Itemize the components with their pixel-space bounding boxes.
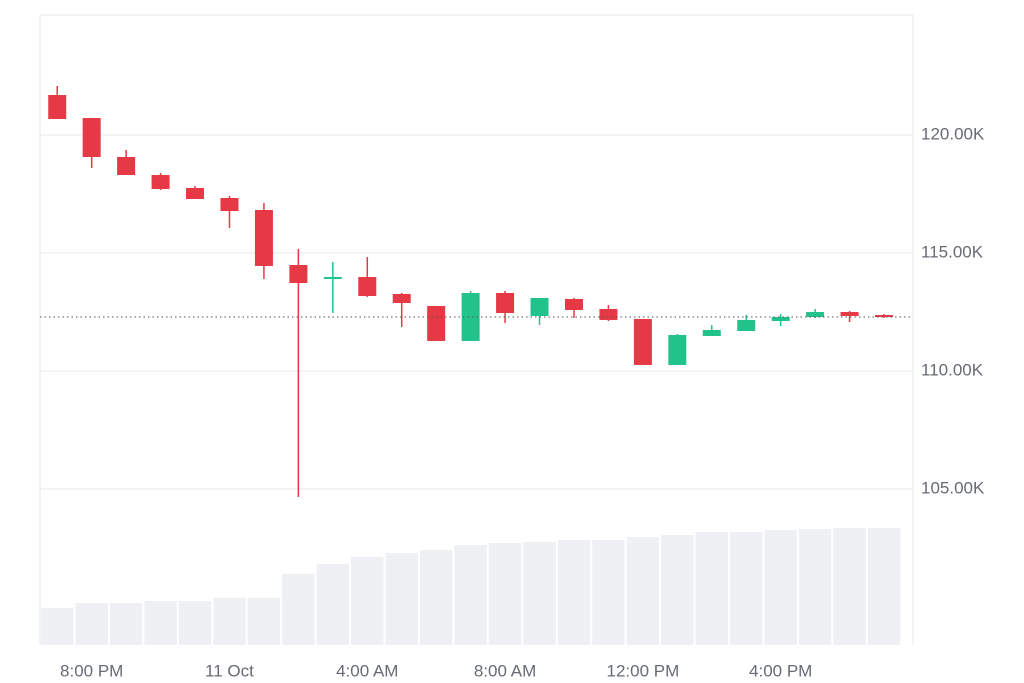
volume-bar: [282, 574, 315, 645]
volume-bar: [75, 603, 108, 645]
volume-bar: [247, 598, 281, 645]
volume-bar: [833, 528, 866, 645]
volume-bar: [178, 601, 212, 645]
x-tick-label: 4:00 PM: [749, 661, 812, 680]
candle-body: [220, 197, 239, 211]
volume-bar: [867, 528, 901, 645]
volume-bar: [419, 550, 453, 645]
volume-bar: [385, 553, 418, 645]
candle-body: [323, 277, 342, 279]
volume-bar: [730, 532, 763, 645]
candle-body: [840, 312, 859, 316]
volume-bar: [454, 545, 487, 645]
y-tick-label: 120.00K: [921, 124, 985, 143]
candle-body: [186, 188, 205, 200]
volume-bar: [557, 540, 591, 645]
y-tick-label: 110.00K: [921, 360, 984, 379]
candle-body: [564, 299, 583, 310]
candle-body: [254, 210, 273, 266]
candle-body: [599, 308, 618, 320]
candle-body: [358, 277, 377, 297]
candle-body: [117, 157, 136, 176]
x-tick-label: 12:00 PM: [606, 661, 679, 680]
volume-bar: [695, 532, 728, 645]
candle-body: [289, 264, 308, 284]
volume-bar: [41, 608, 74, 645]
x-tick-label: 8:00 PM: [60, 661, 123, 680]
candle-body: [48, 95, 67, 120]
volume-bar: [316, 564, 350, 645]
volume-bar: [109, 603, 143, 645]
volume-bar: [798, 529, 832, 645]
candle-body: [668, 334, 687, 365]
candle-body: [427, 305, 446, 341]
candle-body: [875, 315, 894, 318]
x-tick-label: 8:00 AM: [474, 661, 536, 680]
candle-body: [461, 293, 480, 341]
volume-bar: [523, 542, 556, 645]
candle-body: [530, 297, 549, 316]
volume-bar: [144, 601, 177, 645]
x-tick-label: 4:00 AM: [336, 661, 398, 680]
volume-bar: [213, 598, 246, 645]
volume-bar: [488, 543, 522, 645]
volume-bar: [764, 530, 797, 645]
volume-bar: [661, 535, 694, 645]
x-tick-label: 11 Oct: [205, 661, 254, 680]
candle-body: [633, 318, 652, 365]
y-tick-label: 105.00K: [921, 478, 985, 497]
candle-body: [496, 293, 515, 313]
volume-bar: [626, 537, 660, 645]
candle-body: [737, 319, 756, 332]
candle-body: [82, 118, 101, 158]
volume-bar: [592, 540, 625, 645]
candle-body: [806, 312, 825, 318]
volume-bar: [351, 557, 384, 645]
candle-body: [702, 329, 721, 337]
candle-body: [392, 293, 411, 303]
candle-body: [151, 175, 170, 190]
y-tick-label: 115.00K: [921, 242, 984, 261]
candle-body: [771, 317, 790, 321]
